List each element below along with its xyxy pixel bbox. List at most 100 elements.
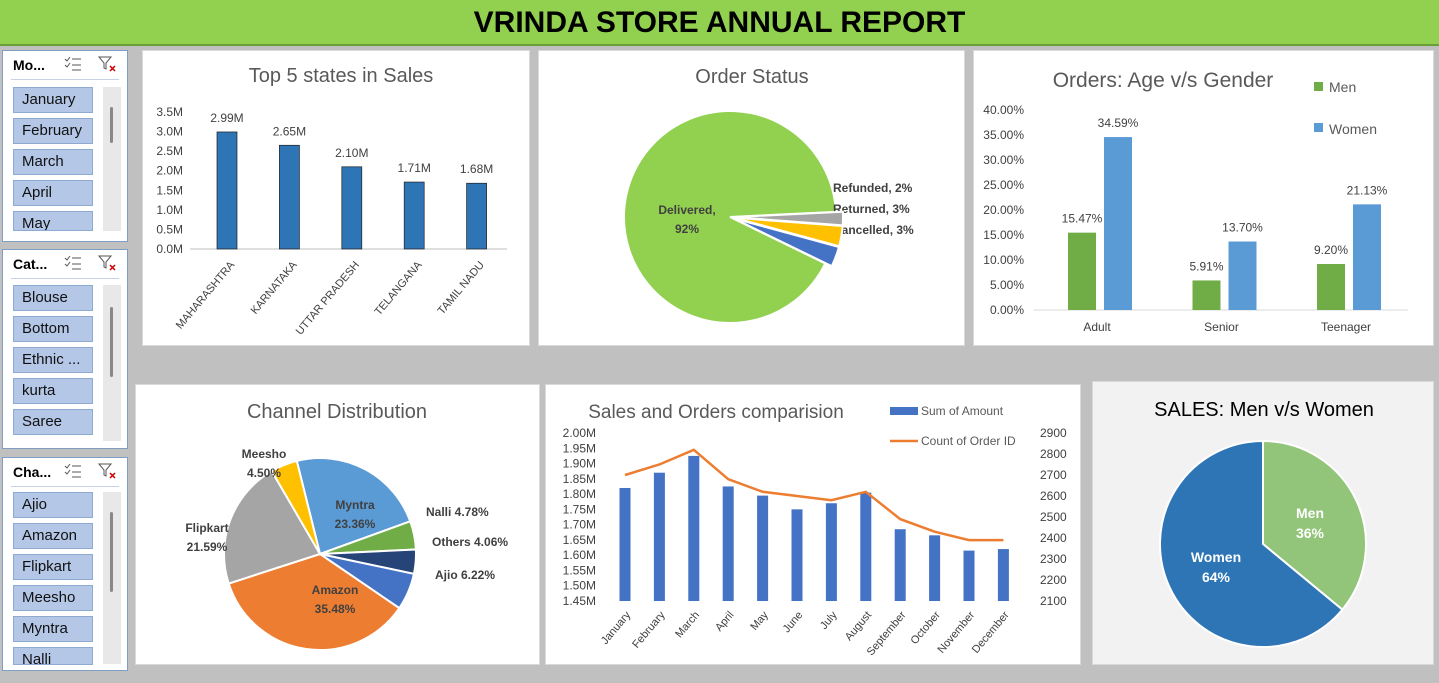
y-tick-label: 1.55M — [563, 563, 596, 577]
x-tick-label: October — [909, 609, 944, 647]
slicer-item-kurta[interactable]: kurta — [13, 378, 93, 404]
slicer-header: Mo... — [11, 51, 119, 80]
data-label: 15.47% — [1062, 212, 1103, 226]
y-tick-label: 1.0M — [156, 203, 183, 217]
slicer-item-january[interactable]: January — [13, 87, 93, 113]
scroll-thumb[interactable] — [110, 107, 113, 143]
scroll-thumb[interactable] — [110, 307, 113, 377]
slice-label: Meesho — [242, 447, 287, 461]
slicer-item-april[interactable]: April — [13, 180, 93, 206]
chart-title: Orders: Age v/s Gender — [1053, 69, 1274, 92]
y-tick-label: 1.50M — [563, 579, 596, 593]
x-tick-label: Senior — [1204, 320, 1239, 334]
top-states-chart: Top 5 states in Sales 3.5M 3.0M 2.5M 2.0M 1.5… — [156, 65, 507, 337]
slicer-item-flipkart[interactable]: Flipkart — [13, 554, 93, 580]
multi-select-icon[interactable] — [63, 55, 83, 73]
legend-label: Men — [1329, 79, 1356, 95]
x-tick-label: TAMIL NADU — [436, 259, 487, 317]
month-slicer[interactable]: Mo... January February March April May — [2, 50, 128, 242]
bar — [403, 181, 425, 250]
channel-slicer[interactable]: Cha... Ajio Amazon Flipkart Meesho Myntr… — [2, 457, 128, 671]
bar — [653, 472, 665, 601]
bar — [1317, 264, 1345, 310]
slicer-scrollbar[interactable] — [103, 492, 121, 664]
slicer-item-nalli[interactable]: Nalli — [13, 647, 93, 665]
slicer-item-blouse[interactable]: Blouse — [13, 285, 93, 311]
data-label: 2.10M — [335, 146, 368, 160]
x-tick-label: TELANGANA — [372, 259, 424, 318]
multi-select-icon[interactable] — [63, 462, 83, 480]
y-tick-label: 25.00% — [983, 178, 1024, 192]
x-tick-label: May — [748, 609, 771, 633]
slicer-scrollbar[interactable] — [103, 285, 121, 441]
age-gender-panel: Orders: Age v/s Gender Men Women 40.00% 35.0… — [973, 50, 1434, 346]
slicer-header: Cha... — [11, 458, 119, 487]
slicer-item-saree[interactable]: Saree — [13, 409, 93, 435]
x-tick-label: KARNATAKA — [249, 259, 300, 317]
x-tick-label: August — [843, 609, 874, 643]
bar — [894, 529, 906, 601]
slice-label: 36% — [1296, 525, 1325, 541]
bar — [791, 509, 803, 601]
multi-select-icon[interactable] — [63, 254, 83, 272]
data-label: 5.91% — [1189, 259, 1223, 273]
y2-tick-label: 2400 — [1040, 531, 1067, 545]
pie-slice — [1262, 439, 1367, 612]
slice-label: Delivered, — [658, 203, 715, 217]
slice-label: Refunded, 2% — [833, 181, 913, 195]
y-tick-label: 40.00% — [983, 103, 1024, 117]
y-tick-label: 10.00% — [983, 253, 1024, 267]
slice-label: Myntra — [335, 498, 375, 512]
y-tick-label: 0.00% — [990, 303, 1024, 317]
bar — [997, 549, 1009, 601]
bar — [279, 144, 300, 250]
slicer-item-myntra[interactable]: Myntra — [13, 616, 93, 642]
bar — [1104, 137, 1132, 310]
data-label: 1.71M — [398, 161, 431, 175]
slicer-scrollbar[interactable] — [103, 87, 121, 231]
bar — [619, 487, 631, 601]
bar — [1353, 204, 1381, 310]
slicer-item-amazon[interactable]: Amazon — [13, 523, 93, 549]
y-tick-label: 35.00% — [983, 128, 1024, 142]
y-tick-label: 3.5M — [156, 105, 183, 119]
y2-tick-label: 2200 — [1040, 573, 1067, 587]
legend-swatch — [890, 407, 918, 415]
y-tick-label: 1.45M — [563, 594, 596, 608]
report-title: VRINDA STORE ANNUAL REPORT — [473, 6, 966, 39]
clear-filter-icon[interactable] — [97, 462, 117, 480]
chart-title: Sales and Orders comparision — [588, 402, 844, 423]
pie-slice — [623, 110, 837, 324]
scroll-thumb[interactable] — [110, 512, 113, 592]
y-tick-label: 2.00M — [563, 426, 596, 440]
slicer-title: Cat... — [13, 256, 48, 272]
slicer-item-meesho[interactable]: Meesho — [13, 585, 93, 611]
bar — [688, 455, 700, 601]
slicer-item-bottom[interactable]: Bottom — [13, 316, 93, 342]
slice-label: 4.50% — [247, 466, 281, 480]
chart-title: Order Status — [695, 66, 808, 88]
y-tick-label: 1.85M — [563, 472, 596, 486]
clear-filter-icon[interactable] — [97, 55, 117, 73]
slice-label: Women — [1191, 549, 1241, 565]
slicer-item-march[interactable]: March — [13, 149, 93, 175]
x-tick-label: June — [781, 609, 806, 635]
slicer-item-ethnic[interactable]: Ethnic ... — [13, 347, 93, 373]
slicer-title: Mo... — [13, 57, 45, 73]
bar — [1192, 280, 1221, 310]
category-slicer[interactable]: Cat... Blouse Bottom Ethnic ... kurta Sa… — [2, 249, 128, 449]
pie-slice — [295, 457, 412, 556]
slicer-item-may[interactable]: May — [13, 211, 93, 231]
y-tick-label: 1.70M — [563, 518, 596, 532]
bar — [757, 495, 769, 601]
bar — [341, 166, 363, 250]
slicer-item-february[interactable]: February — [13, 118, 93, 144]
y2-tick-label: 2700 — [1040, 468, 1067, 482]
y-tick-label: 0.5M — [156, 222, 183, 236]
y-tick-label: 0.0M — [156, 242, 183, 256]
clear-filter-icon[interactable] — [97, 254, 117, 272]
x-tick-label: April — [713, 609, 736, 634]
y-tick-label: 1.65M — [563, 533, 596, 547]
slicer-item-ajio[interactable]: Ajio — [13, 492, 93, 518]
y-tick-label: 1.60M — [563, 548, 596, 562]
